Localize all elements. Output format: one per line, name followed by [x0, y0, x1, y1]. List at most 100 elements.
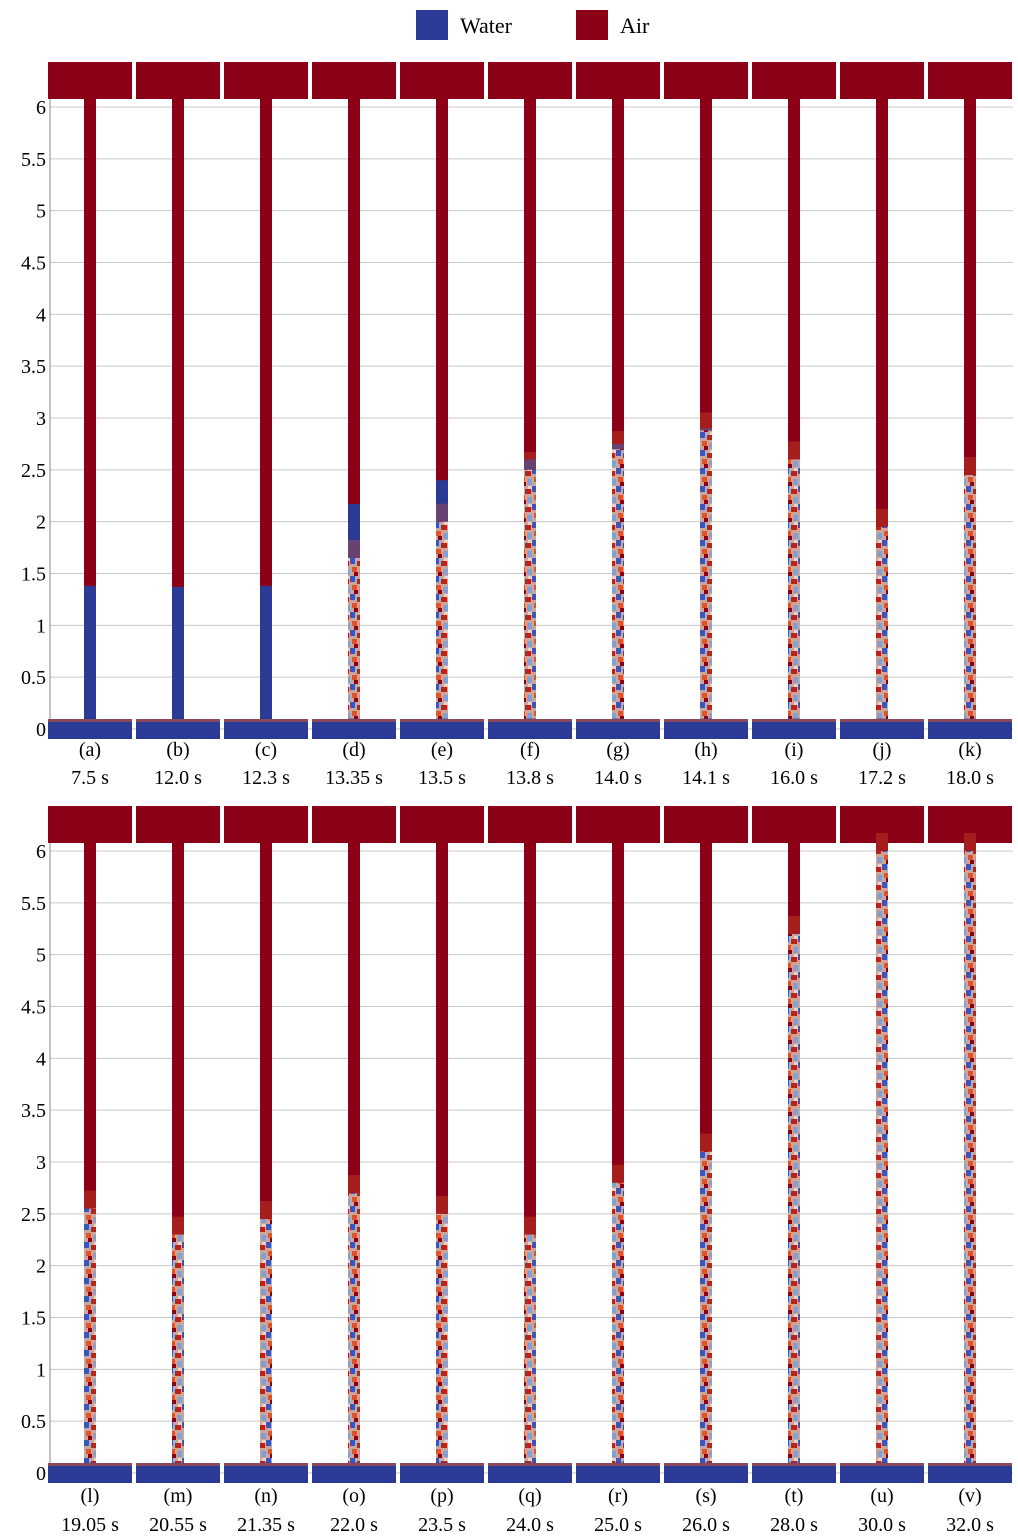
base-channel [576, 1463, 660, 1483]
mix-transition-band [700, 412, 712, 431]
snapshot-panel: (a) 7.5 s [48, 62, 132, 789]
snapshot-panel: (m) 20.55 s [136, 806, 220, 1536]
panel-time: 19.05 s [61, 1514, 119, 1536]
base-channel [136, 719, 220, 739]
bottom-panel-group: 0 0.5 1 1.5 2 2.5 3 3.5 4 4.5 5 5.5 6 (l) 19.05 s (m) 20… [21, 806, 1013, 1536]
panel-time: 22.0 s [330, 1514, 378, 1536]
panel-time: 28.0 s [770, 1514, 818, 1536]
mix-transition-band [700, 1133, 712, 1152]
panel-letter: (s) [695, 1485, 716, 1507]
snapshot-panel: (s) 26.0 s [664, 806, 748, 1536]
mixed-region [612, 1182, 624, 1463]
y-tick-label: 4.5 [21, 253, 46, 275]
base-channel [840, 1463, 924, 1483]
mix-transition-band [436, 1195, 448, 1214]
panel-time: 24.0 s [506, 1514, 554, 1536]
panel-letter: (i) [785, 739, 804, 761]
base-channel [400, 1463, 484, 1483]
y-tick-label: 5.5 [21, 149, 46, 171]
base-interface-line [752, 1463, 836, 1466]
panel-letter: (t) [785, 1485, 804, 1507]
base-interface-line [576, 719, 660, 722]
base-channel [488, 719, 572, 739]
base-interface-line [928, 1463, 1012, 1466]
y-tick-label: 2.5 [21, 460, 46, 482]
panel-letter: (e) [431, 739, 453, 761]
panel-time: 14.0 s [594, 767, 642, 789]
base-interface-line [488, 1463, 572, 1466]
panel-letter: (p) [430, 1485, 453, 1507]
base-interface-line [664, 1463, 748, 1466]
panel-time: 23.5 s [418, 1514, 466, 1536]
y-tick-label: 6 [36, 97, 46, 119]
y-tick-label: 3 [36, 408, 46, 430]
base-channel [664, 719, 748, 739]
panel-letter: (g) [606, 739, 629, 761]
air-reservoir-box [840, 62, 924, 99]
air-reservoir-box [576, 806, 660, 843]
base-interface-line [136, 1463, 220, 1466]
mix-transition-band [524, 1216, 536, 1235]
panel-time: 17.2 s [858, 767, 906, 789]
y-tick-label: 4.5 [21, 997, 46, 1019]
snapshot-panel: (r) 25.0 s [576, 806, 660, 1536]
air-reservoir-box [136, 806, 220, 843]
base-channel [840, 719, 924, 739]
air-reservoir-box [488, 62, 572, 99]
base-channel [48, 719, 132, 739]
y-tick-label: 0 [36, 1463, 46, 1485]
base-interface-line [48, 719, 132, 722]
y-tick-label: 0.5 [21, 1411, 46, 1433]
y-tick-label: 2.5 [21, 1204, 46, 1226]
base-interface-line [840, 1463, 924, 1466]
mixed-region [964, 851, 976, 1463]
panel-time: 32.0 s [946, 1514, 994, 1536]
snapshot-panel: (k) 18.0 s [928, 62, 1012, 789]
mixed-region [84, 1208, 96, 1463]
mix-transition-band [876, 833, 888, 851]
y-tick-label: 0 [36, 719, 46, 741]
air-reservoir-box [752, 62, 836, 99]
mixed-region [700, 1151, 712, 1463]
base-interface-line [312, 719, 396, 722]
panel-letter: (l) [81, 1485, 100, 1507]
mix-transition-band [172, 1216, 184, 1235]
mix-transition-band [348, 539, 360, 558]
y-tick-label: 2 [36, 512, 46, 534]
y-tick-label: 5.5 [21, 893, 46, 915]
base-interface-line [224, 1463, 308, 1466]
panel-time: 12.0 s [154, 767, 202, 789]
mixed-region [700, 430, 712, 719]
mix-transition-band [876, 508, 888, 527]
snapshot-panel: (f) 13.8 s [488, 62, 572, 789]
mix-transition-band [964, 457, 976, 476]
mix-transition-band [788, 915, 800, 934]
panel-letter: (n) [254, 1485, 277, 1507]
y-tick-label: 1 [36, 1359, 46, 1381]
mix-transition-band [84, 1190, 96, 1209]
snapshot-panel: (g) 14.0 s [576, 62, 660, 789]
base-interface-line [752, 719, 836, 722]
air-reservoir-box [224, 62, 308, 99]
snapshot-panel: (t) 28.0 s [752, 806, 836, 1536]
panel-letter: (r) [608, 1485, 628, 1507]
base-channel [312, 1463, 396, 1483]
legend: Water Air [416, 10, 650, 40]
base-channel [400, 719, 484, 739]
air-reservoir-box [928, 806, 1012, 843]
air-reservoir-box [312, 806, 396, 843]
mix-transition-band [788, 441, 800, 460]
mix-transition-band [964, 833, 976, 851]
base-interface-line [224, 719, 308, 722]
panel-letter: (b) [166, 739, 189, 761]
legend-label-water: Water [460, 13, 513, 38]
air-reservoir-box [664, 806, 748, 843]
base-interface-line [400, 1463, 484, 1466]
base-channel [664, 1463, 748, 1483]
panel-letter: (f) [520, 739, 540, 761]
mixed-region [876, 851, 888, 1463]
panel-letter: (v) [958, 1485, 981, 1507]
base-interface-line [664, 719, 748, 722]
snapshot-panel: (e) 13.5 s [400, 62, 484, 789]
panel-letter: (c) [255, 739, 277, 761]
